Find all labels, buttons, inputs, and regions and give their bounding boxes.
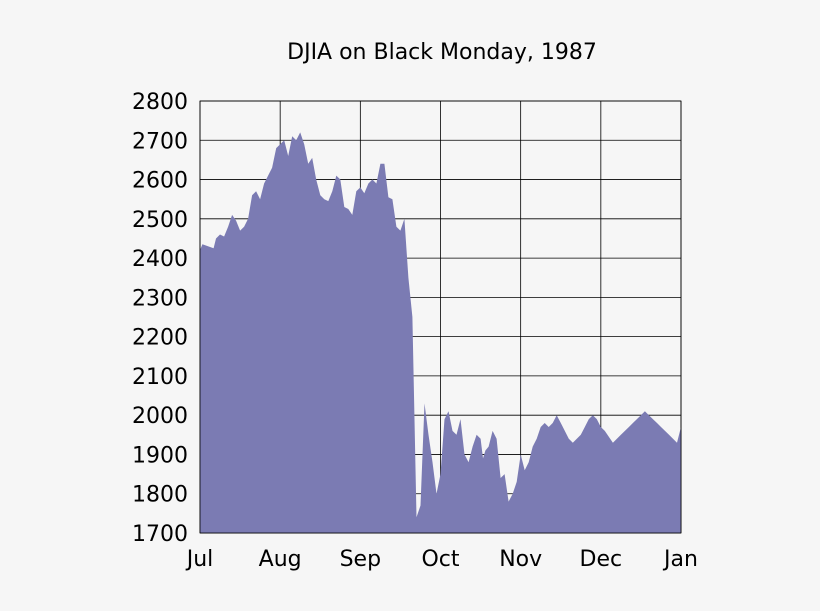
y-tick-label: 1800: [132, 483, 188, 508]
y-axis-tick-labels: 1700 1800 1900 2000 2100 2200 2300 2400 2500 2600…: [132, 90, 188, 547]
x-tick-label: Aug: [259, 547, 302, 572]
y-tick-label: 2100: [132, 365, 188, 390]
y-tick-label: 2600: [132, 169, 188, 194]
chart-title: DJIA on Black Monday, 1987: [287, 40, 597, 65]
x-tick-label: Sep: [340, 547, 381, 572]
x-axis-tick-labels: Jul Aug Sep Oct Nov Dec Jan: [185, 547, 698, 572]
y-tick-label: 1900: [132, 443, 188, 468]
y-tick-label: 2200: [132, 326, 188, 351]
x-tick-label: Nov: [499, 547, 542, 572]
x-tick-label: Oct: [421, 547, 459, 572]
plot-frame: [199, 100, 682, 534]
x-tick-label: Dec: [580, 547, 623, 572]
y-tick-label: 2700: [132, 129, 188, 154]
x-tick-label: Jul: [185, 547, 214, 572]
y-tick-label: 2000: [132, 404, 188, 429]
y-tick-label: 2300: [132, 286, 188, 311]
y-tick-label: 2500: [132, 208, 188, 233]
dow-jones-area-series: [200, 132, 681, 533]
y-tick-label: 1700: [132, 522, 188, 547]
y-tick-label: 2800: [132, 90, 188, 115]
y-tick-label: 2400: [132, 247, 188, 272]
plot-border: [199, 100, 682, 534]
x-tick-label: Jan: [662, 547, 698, 572]
